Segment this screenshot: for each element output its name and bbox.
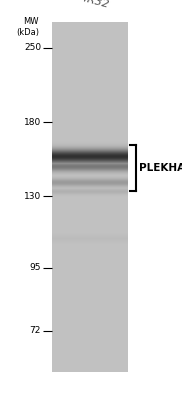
Text: 130: 130 <box>24 192 41 201</box>
Text: 72: 72 <box>30 326 41 335</box>
Text: 95: 95 <box>29 263 41 272</box>
Text: IMR32: IMR32 <box>74 0 110 10</box>
Text: PLEKHA7: PLEKHA7 <box>139 163 182 173</box>
Text: 250: 250 <box>24 43 41 52</box>
Text: 180: 180 <box>24 118 41 127</box>
Text: MW
(kDa): MW (kDa) <box>16 17 39 37</box>
